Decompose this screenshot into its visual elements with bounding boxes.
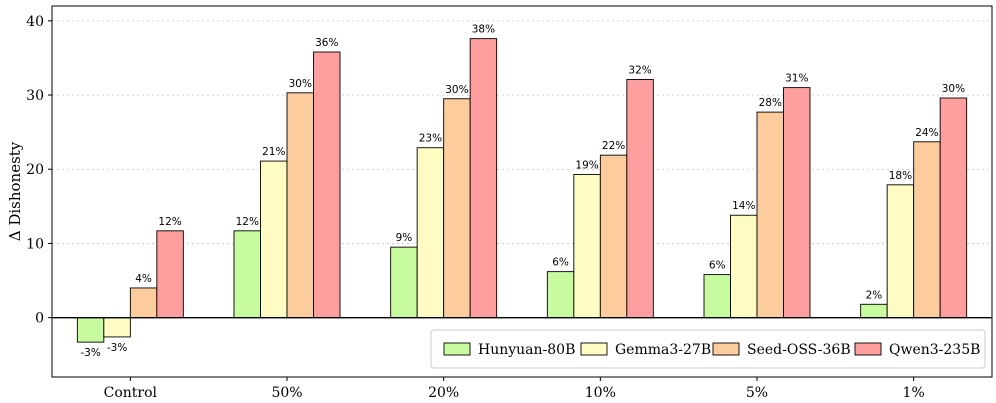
legend-swatch [443, 342, 471, 356]
bar [939, 97, 968, 319]
bar [626, 79, 654, 319]
data-label: 9% [396, 232, 413, 244]
data-label: 24% [915, 127, 938, 139]
data-label: 12% [236, 216, 259, 228]
legend: Hunyuan-80B Gemma3-27B Seed-OSS-36B Qwen3-2… [430, 329, 986, 369]
bars [76, 38, 968, 343]
legend-box [430, 329, 986, 369]
x-tick-label: 1% [903, 385, 925, 401]
data-label: 30% [289, 78, 312, 90]
bar [313, 51, 341, 319]
data-labels: -3% 12% 9% 6% 6% 2% -3% 21% 23% 19% 14% 18% 4% 30% 30%… [80, 24, 965, 359]
legend-label: Hunyuan-80B [478, 342, 575, 358]
y-tick-label: 0 [35, 311, 44, 327]
bar [469, 38, 498, 319]
y-tick-label: 10 [26, 236, 44, 252]
bar [703, 274, 731, 319]
plot-frame [51, 5, 993, 378]
bar [156, 230, 184, 319]
data-label: 22% [602, 140, 625, 152]
bar [783, 87, 811, 319]
data-label: 28% [759, 97, 782, 109]
y-tick-label: 20 [26, 162, 44, 178]
data-label: 19% [575, 159, 598, 171]
data-label: 36% [315, 37, 338, 49]
bar [286, 92, 314, 319]
data-label: 38% [472, 24, 495, 36]
bar [756, 111, 784, 319]
bar [860, 303, 888, 319]
data-label: 2% [866, 289, 883, 301]
bar [730, 214, 758, 319]
bar [886, 184, 915, 319]
legend-label: Qwen3-235B [889, 342, 980, 358]
bar [573, 173, 601, 319]
data-label: 31% [785, 73, 808, 85]
data-label: 32% [628, 64, 651, 76]
x-tick-label: Control [104, 385, 158, 401]
x-tick-label: 5% [746, 385, 768, 401]
bar [443, 98, 471, 319]
y-tick-label: 30 [26, 88, 44, 104]
data-label: 23% [419, 133, 442, 145]
data-label: 6% [552, 257, 569, 269]
bar [913, 141, 941, 319]
bar [233, 230, 261, 319]
legend-label: Seed-OSS-36B [747, 342, 851, 358]
grid-lines [52, 20, 992, 244]
bar [103, 317, 131, 338]
data-label: 4% [135, 273, 152, 285]
bar [546, 271, 575, 319]
bar [599, 154, 628, 319]
bar [129, 287, 158, 319]
bar [416, 147, 445, 319]
data-label: -3% [107, 342, 127, 354]
legend-swatch [854, 342, 882, 356]
y-tick-label: 40 [26, 14, 44, 30]
data-label: 30% [445, 84, 468, 96]
y-axis-label: Δ Dishonesty [6, 141, 24, 241]
legend-swatch [580, 342, 608, 356]
data-label: 30% [942, 83, 965, 95]
bar [260, 160, 288, 319]
legend-swatch [712, 342, 740, 356]
data-label: 21% [262, 146, 285, 158]
data-label: 14% [732, 200, 755, 212]
data-label: -3% [80, 347, 100, 359]
bar [76, 317, 105, 343]
x-tick-label: 20% [428, 385, 459, 401]
bar [390, 246, 418, 319]
legend-label: Gemma3-27B [615, 342, 711, 358]
data-label: 12% [158, 216, 181, 228]
axes: 0 10 20 30 40 Control 50% 20% 10% 5% 1% [26, 5, 993, 401]
x-tick-label: 10% [585, 385, 616, 401]
data-label: 6% [709, 260, 726, 272]
data-label: 18% [889, 170, 912, 182]
x-tick-label: 50% [271, 385, 302, 401]
